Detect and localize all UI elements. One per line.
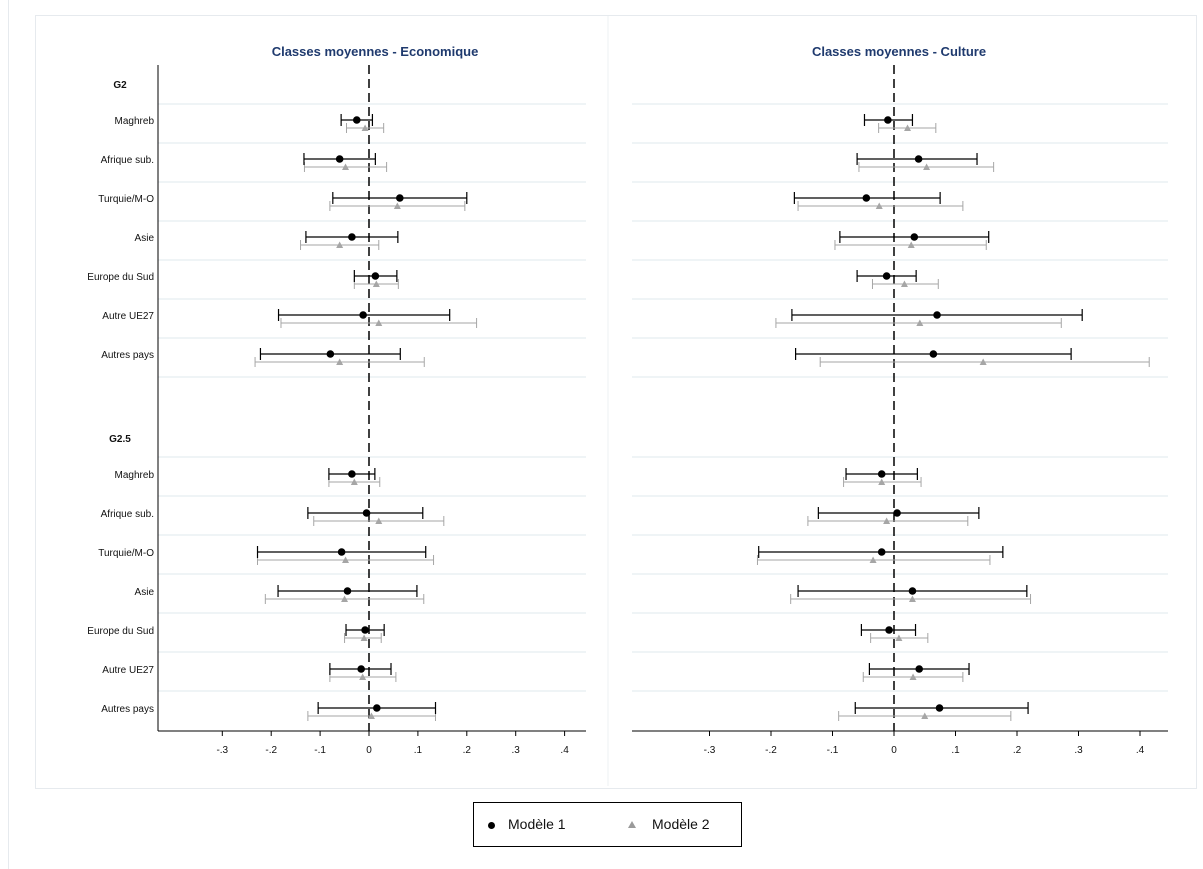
model1-point (915, 665, 924, 673)
row-label: Turquie/M-O (98, 548, 154, 559)
model2-point (923, 163, 931, 170)
x-tick-label: -.1 (314, 745, 326, 756)
model2-point (878, 478, 886, 485)
model1-point (884, 116, 892, 124)
figure-frame (8, 0, 1203, 869)
group-label: G2.5 (109, 434, 131, 445)
model2-point (895, 634, 903, 641)
model2-point (979, 358, 987, 365)
row-label: Afrique sub. (101, 155, 154, 166)
x-tick-label: .2 (463, 745, 472, 756)
model1-marker-icon (488, 822, 495, 829)
model1-point (885, 626, 893, 634)
row-label: Afrique sub. (101, 509, 154, 520)
model1-point (357, 665, 365, 673)
plot-background (35, 15, 1197, 789)
x-tick-label: .3 (512, 745, 521, 756)
model2-point (908, 595, 916, 602)
model2-point (361, 124, 369, 131)
x-tick-label: -.2 (765, 745, 777, 756)
x-tick-label: -.3 (216, 745, 228, 756)
model2-point (375, 319, 383, 326)
model2-point (372, 280, 380, 287)
model1-point (862, 194, 871, 202)
model2-point (869, 556, 877, 563)
model1-point (361, 626, 369, 634)
model2-point (359, 673, 367, 680)
row-label: Europe du Sud (87, 626, 154, 637)
x-tick-label: .4 (1136, 745, 1145, 756)
model2-point (921, 712, 929, 719)
model2-point (907, 241, 915, 248)
model1-point (335, 155, 344, 163)
model2-point (900, 280, 908, 287)
model2-point (883, 517, 891, 524)
model2-point (904, 124, 912, 131)
coefficient-plot: Classes moyennes - Economique -.3 -.2 -.1 0.… (87, 16, 1168, 786)
model1-point (326, 350, 335, 358)
model1-point (337, 548, 346, 556)
x-tick-label: -.2 (265, 745, 277, 756)
legend-model1-label: Modèle 1 (508, 816, 566, 832)
x-tick-label: .4 (560, 745, 569, 756)
model2-point (342, 163, 350, 170)
model1-point (877, 470, 886, 478)
x-tick-label: 0 (366, 745, 372, 756)
model1-point (929, 350, 938, 358)
x-tick-label: .3 (1074, 745, 1083, 756)
row-label: Maghreb (115, 470, 155, 481)
model1-point (348, 470, 356, 478)
model2-point (336, 358, 344, 365)
model2-point (875, 202, 883, 209)
model1-point (914, 155, 923, 163)
model2-point (336, 241, 344, 248)
model2-point (342, 556, 350, 563)
row-label: Asie (135, 233, 155, 244)
model1-point (935, 704, 944, 712)
model2-point (393, 202, 401, 209)
x-tick-label: .1 (414, 745, 423, 756)
model2-point (350, 478, 358, 485)
model1-point (882, 272, 891, 280)
model2-point (360, 634, 368, 641)
row-label: Autre UE27 (102, 665, 154, 676)
x-tick-label: .2 (1013, 745, 1022, 756)
model1-point (362, 509, 371, 517)
model1-point (371, 272, 380, 280)
x-tick-label: -.1 (827, 745, 839, 756)
model1-point (352, 116, 361, 124)
model1-point (933, 311, 941, 319)
row-label: Autres pays (101, 704, 154, 715)
row-label: Autre UE27 (102, 311, 154, 322)
model1-point (373, 704, 381, 712)
model2-marker-icon (628, 821, 636, 828)
model2-point (916, 319, 924, 326)
model1-point (343, 587, 352, 595)
model2-point (375, 517, 383, 524)
x-tick-label: -.3 (704, 745, 716, 756)
row-label: Europe du Sud (87, 272, 154, 283)
panel-title: Classes moyennes - Economique (272, 44, 479, 59)
model1-point (893, 509, 901, 517)
row-label: Autres pays (101, 350, 154, 361)
legend: Modèle 1 Modèle 2 (473, 802, 742, 847)
model1-point (910, 233, 919, 241)
panel-title: Classes moyennes - Culture (812, 44, 986, 59)
model1-point (908, 587, 917, 595)
row-label: Asie (135, 587, 155, 598)
x-tick-label: .1 (951, 745, 960, 756)
legend-model2-label: Modèle 2 (652, 816, 710, 832)
model1-point (348, 233, 356, 241)
model2-point (341, 595, 349, 602)
model1-point (359, 311, 367, 319)
model1-point (877, 548, 886, 556)
group-label: G2 (113, 80, 127, 91)
x-tick-label: 0 (891, 745, 897, 756)
model2-point (367, 712, 375, 719)
model2-point (909, 673, 917, 680)
model1-point (396, 194, 404, 202)
row-label: Turquie/M-O (98, 194, 154, 205)
row-label: Maghreb (115, 116, 155, 127)
